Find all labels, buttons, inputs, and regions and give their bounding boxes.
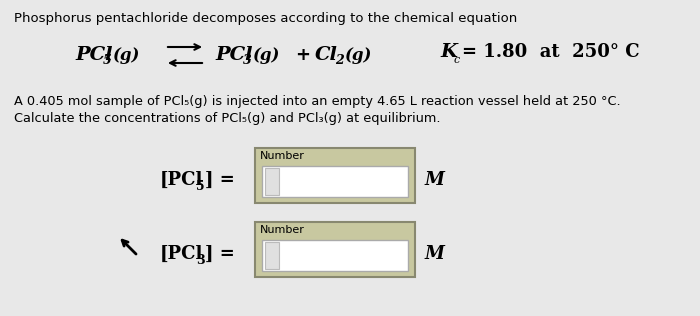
FancyBboxPatch shape (265, 242, 279, 269)
Text: PCl: PCl (215, 46, 253, 64)
Text: Phosphorus pentachloride decomposes according to the chemical equation: Phosphorus pentachloride decomposes acco… (14, 12, 517, 25)
Text: [PCl: [PCl (160, 245, 204, 263)
Text: M: M (425, 171, 445, 189)
Text: 5: 5 (103, 54, 112, 68)
Text: Number: Number (260, 151, 305, 161)
FancyBboxPatch shape (255, 148, 415, 203)
Text: M: M (425, 245, 445, 263)
Text: 3: 3 (243, 54, 252, 68)
Text: [PCl: [PCl (160, 171, 204, 189)
Text: PCl: PCl (75, 46, 113, 64)
Text: Calculate the concentrations of PCl₅(g) and PCl₃(g) at equilibrium.: Calculate the concentrations of PCl₅(g) … (14, 112, 440, 125)
Text: c: c (454, 55, 461, 65)
Text: (g): (g) (345, 46, 372, 64)
Text: ] =: ] = (205, 171, 235, 189)
Text: = 1.80  at  250° C: = 1.80 at 250° C (462, 43, 640, 61)
FancyBboxPatch shape (262, 166, 408, 197)
Text: ] =: ] = (205, 245, 235, 263)
Text: Cl: Cl (315, 46, 338, 64)
Text: 2: 2 (335, 54, 344, 68)
FancyBboxPatch shape (262, 240, 408, 271)
Text: (g): (g) (113, 46, 141, 64)
FancyBboxPatch shape (265, 168, 279, 195)
Text: Number: Number (260, 225, 305, 235)
Text: 3: 3 (196, 253, 204, 266)
Text: A 0.405 mol sample of PCl₅(g) is injected into an empty 4.65 L reaction vessel h: A 0.405 mol sample of PCl₅(g) is injecte… (14, 95, 621, 108)
Text: (g): (g) (253, 46, 281, 64)
Text: 5: 5 (196, 179, 204, 192)
Text: +: + (295, 46, 310, 64)
Text: K: K (440, 43, 457, 61)
FancyBboxPatch shape (255, 222, 415, 277)
